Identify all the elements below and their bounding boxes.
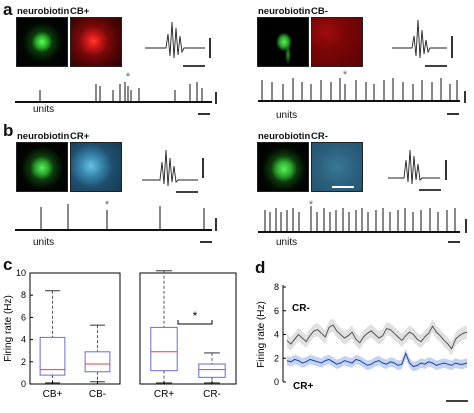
cr-category-label: CR+ <box>154 389 174 400</box>
a-right-stain-label: neurobiotin <box>258 6 311 17</box>
cr-box <box>198 363 226 378</box>
cr-frame <box>139 272 237 385</box>
b-left-neurobiotin-image <box>16 142 68 192</box>
cb-category-label: CB- <box>89 389 106 400</box>
panel-letter-c: c <box>3 255 13 274</box>
b-left-stain-label: neurobiotin <box>17 131 70 142</box>
panel-letter-d: d <box>255 258 266 277</box>
d-line-CR- <box>286 324 468 350</box>
cb-box <box>84 351 111 373</box>
b-right-trace-spikes <box>264 206 456 232</box>
b-left-spike-waveform <box>142 149 198 187</box>
d-y-axis-label: Firing rate (Hz) <box>256 301 267 368</box>
a-left-marker-label: CB+ <box>70 6 90 17</box>
a-left-units-label: units <box>33 104 55 115</box>
b-left-marker-label: CR+ <box>70 131 90 142</box>
cb-ytick-label: 10 <box>16 268 26 278</box>
a-right-spike-waveform <box>392 19 447 59</box>
b-right-neurobiotin-image <box>257 142 309 192</box>
d-ytick-label: 8 <box>274 282 279 292</box>
b-right-scale-bar <box>332 186 354 188</box>
cr-box <box>150 326 178 372</box>
a-left-cb-image <box>70 17 122 67</box>
a-right-marker-label: CB- <box>311 6 328 17</box>
d-band-CR+ <box>287 348 467 372</box>
d-ytick-label: 2 <box>274 353 279 363</box>
panel-letter-b: b <box>3 121 14 140</box>
cb-box <box>39 336 66 376</box>
d-ytick-label: 4 <box>274 330 279 340</box>
cr-category-label: CR- <box>203 389 221 400</box>
c-y-axis-label: Firing rate (Hz) <box>3 295 14 362</box>
cr-significance-bracket <box>177 320 213 325</box>
panel-letter-a: a <box>3 0 13 19</box>
cr-significance-asterisk: * <box>193 309 198 323</box>
a-left-asterisk: * <box>126 71 131 83</box>
a-left-spike-waveform <box>145 21 205 59</box>
b-right-spike-waveform <box>388 149 440 185</box>
cb-ytick-label: 4 <box>21 335 26 345</box>
cb-frame <box>29 272 121 385</box>
cb-category-label: CB+ <box>43 389 63 400</box>
b-right-stain-label: neurobiotin <box>258 131 311 142</box>
a-right-cb-image <box>311 17 363 67</box>
a-right-units-label: units <box>276 110 298 121</box>
b-right-marker-label: CR- <box>311 131 328 142</box>
d-series-label-cr-minus: CR- <box>292 303 310 314</box>
cb-ytick-label: 2 <box>21 357 26 367</box>
b-left-asterisk: * <box>105 199 110 211</box>
b-left-units-label: units <box>33 237 55 248</box>
a-left-trace-spikes <box>39 82 203 102</box>
a-right-trace-spikes <box>261 78 458 101</box>
b-left-trace-spikes <box>40 204 205 230</box>
b-right-cr-image <box>311 142 363 192</box>
a-left-stain-label: neurobiotin <box>17 6 70 17</box>
a-left-neurobiotin-image <box>16 17 68 67</box>
d-series-label-cr-plus: CR+ <box>293 381 313 392</box>
a-right-asterisk: * <box>343 69 348 81</box>
cb-ytick-label: 8 <box>21 290 26 300</box>
a-right-neurobiotin-image <box>257 17 309 67</box>
d-ytick-label: 6 <box>274 306 279 316</box>
b-left-cr-image <box>70 142 122 192</box>
d-ytick-label: 0 <box>274 377 279 387</box>
cb-ytick-label: 6 <box>21 312 26 322</box>
cb-ytick-label: 0 <box>21 379 26 389</box>
d-line-CR+ <box>286 352 468 368</box>
b-right-asterisk: * <box>309 199 314 211</box>
b-right-units-label: units <box>276 237 298 248</box>
